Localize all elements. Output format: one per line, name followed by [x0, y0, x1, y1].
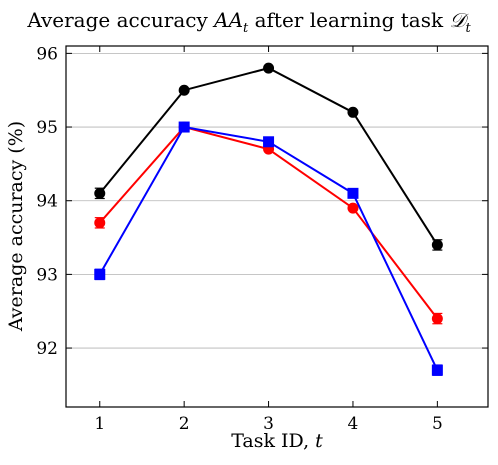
tick-labels: 92 93 94 95 96 1 2 3 4 5: [36, 44, 442, 434]
data-point: [431, 239, 443, 251]
series-1: [94, 62, 443, 251]
data-point: [431, 364, 443, 376]
chart-title: Average accuracy AAt after learning task…: [26, 8, 471, 36]
x-axis-label: Task ID, t: [231, 430, 323, 452]
y-axis-label: Average accuracy (%): [5, 121, 27, 332]
plot-area: [65, 45, 489, 408]
y-tick-label: 93: [36, 265, 58, 285]
chart-title-prefix: Average accuracy: [26, 8, 214, 32]
data-point: [263, 62, 275, 74]
series-layer: [94, 62, 443, 376]
series-2-line: [99, 125, 439, 320]
series-3: [94, 121, 443, 376]
chart-title-task-sub: t: [465, 21, 471, 36]
data-point: [94, 268, 106, 280]
y-tick-label: 95: [36, 118, 58, 138]
grid-lines: [66, 52, 488, 349]
axis-ticks: [66, 46, 488, 407]
x-axis-label-text: Task ID,: [231, 430, 315, 452]
data-point: [94, 217, 106, 229]
series-1-line: [98, 67, 439, 246]
chart-title-middle: after learning task: [248, 8, 449, 32]
x-tick-label: 1: [94, 414, 105, 434]
data-point: [347, 106, 359, 118]
x-tick-label: 4: [348, 414, 359, 434]
y-tick-label: 96: [36, 44, 58, 64]
y-tick-label: 92: [36, 339, 58, 359]
x-tick-label: 5: [432, 414, 443, 434]
chart-title-symbol-sub: t: [243, 21, 249, 36]
data-point: [178, 84, 190, 96]
y-tick-label: 94: [36, 192, 58, 212]
chart-title-task-symbol: 𝒟: [449, 8, 469, 32]
data-point: [178, 121, 190, 133]
data-point: [347, 202, 359, 214]
series-2: [94, 121, 443, 325]
data-point: [347, 187, 359, 199]
data-point: [263, 136, 275, 148]
chart-title-symbol: AA: [212, 8, 243, 32]
data-point: [94, 187, 106, 199]
x-axis-label-var: t: [315, 430, 323, 452]
x-tick-label: 2: [179, 414, 190, 434]
x-tick-label: 3: [263, 414, 274, 434]
data-point: [431, 313, 443, 325]
